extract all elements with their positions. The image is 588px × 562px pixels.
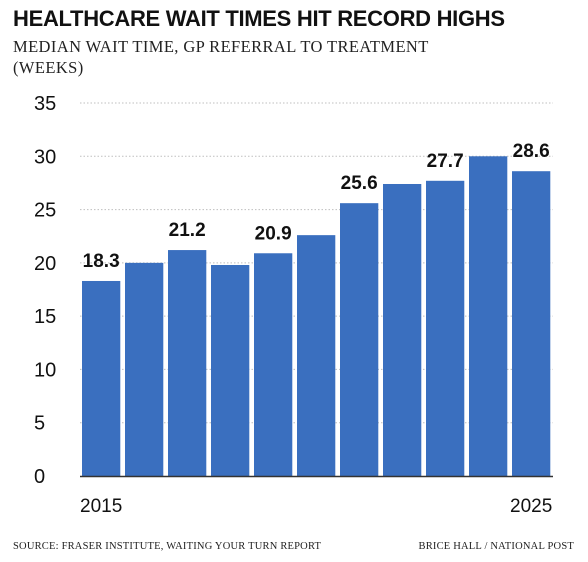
data-label: 28.6: [513, 141, 550, 162]
bar-2024: [469, 156, 508, 477]
y-tick-label: 25: [34, 200, 56, 222]
y-tick-label: 0: [34, 466, 45, 488]
y-tick-label: 35: [34, 93, 56, 115]
bar-2020: [297, 235, 336, 476]
y-axis-ticks: 0 5 10 15 20 25 30 35: [34, 93, 56, 488]
bar-2018: [211, 264, 250, 476]
chart-title: HEALTHCARE WAIT TIMES HIT RECORD HIGHS: [13, 6, 505, 31]
y-tick-label: 30: [34, 146, 56, 168]
y-tick-label: 15: [34, 306, 56, 328]
data-labels: 18.3 21.2 20.9 25.6 27.7 28.6: [83, 141, 550, 272]
x-tick-label: 2015: [80, 496, 122, 517]
data-label: 27.7: [427, 151, 464, 172]
bar-2023: [426, 180, 465, 476]
data-label: 25.6: [341, 173, 378, 194]
bar-2016: [125, 262, 164, 476]
chart-subtitle: MEDIAN WAIT TIME, GP REFERRAL TO TREATME…: [13, 37, 429, 77]
bar-2017: [168, 250, 207, 476]
y-tick-label: 5: [34, 413, 45, 435]
bar-2021: [340, 203, 379, 477]
y-tick-label: 10: [34, 359, 56, 381]
credit-note: BRICE HALL / NATIONAL POST: [418, 541, 574, 552]
bar-2019: [254, 253, 293, 476]
source-note: SOURCE: FRASER INSTITUTE, WAITING YOUR T…: [13, 541, 322, 552]
data-label: 20.9: [255, 223, 292, 244]
bar-2025: [512, 171, 551, 476]
y-tick-label: 20: [34, 253, 56, 275]
x-axis-ticks: 2015 2025: [80, 496, 552, 517]
bars: [82, 156, 551, 477]
data-label: 21.2: [169, 220, 206, 241]
bar-2022: [383, 183, 422, 476]
x-tick-label: 2025: [510, 496, 552, 517]
bar-2015: [82, 280, 121, 476]
data-label: 18.3: [83, 251, 120, 272]
